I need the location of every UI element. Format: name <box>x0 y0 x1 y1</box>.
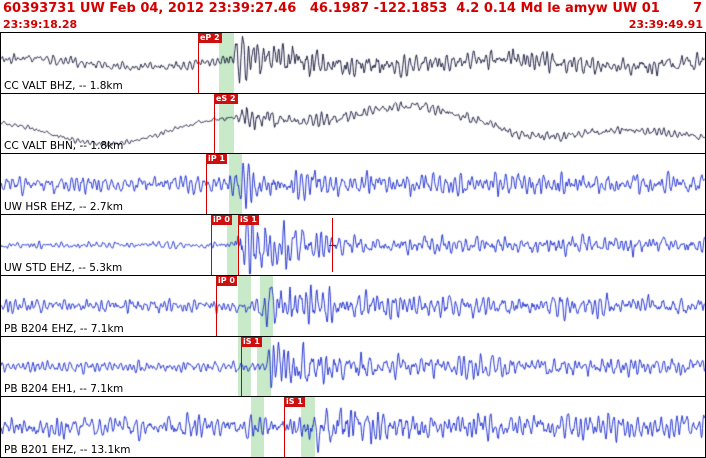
pick-flag[interactable]: iP 1 <box>206 154 227 165</box>
pick-time-line <box>241 336 242 397</box>
station-label: CC VALT BHN, -- 1.8km <box>4 140 124 153</box>
station-label: CC VALT BHZ, -- 1.8km <box>4 79 123 92</box>
trace-panel-7[interactable]: PB B201 EHZ, -- 13.1km iS 1 <box>0 397 706 458</box>
trace-panel-1[interactable]: CC VALT BHZ, -- 1.8km eP 2 <box>0 32 706 94</box>
pick-flag[interactable]: eP 2 <box>198 33 222 43</box>
trace-panel-4[interactable]: UW STD EHZ, -- 5.3km iP 0 iS 1 <box>0 215 706 276</box>
station-label: PB B201 EHZ, -- 13.1km <box>4 444 131 457</box>
pick-flag[interactable]: iS 1 <box>284 397 305 408</box>
waveform-canvas[interactable] <box>1 336 705 397</box>
pick-time-line <box>211 215 212 275</box>
pick-flag[interactable]: iP 0 <box>211 215 232 226</box>
pick-time-line <box>238 215 239 275</box>
station-label: PB B204 EH1, -- 7.1km <box>4 383 124 396</box>
coda-duration-marker[interactable] <box>329 218 336 272</box>
pick-time-line <box>216 275 217 336</box>
trace-panel-3[interactable]: UW HSR EHZ, -- 2.7km iP 1 <box>0 154 706 216</box>
station-label: UW STD EHZ, -- 5.3km <box>4 261 123 274</box>
pick-time-line <box>214 93 215 154</box>
pick-flag[interactable]: iP 0 <box>216 275 237 286</box>
waveform-canvas[interactable] <box>1 275 705 336</box>
pick-time-line <box>198 33 199 93</box>
window-end-time: 23:39:49.91 <box>628 18 703 31</box>
station-label: PB B204 EHZ, -- 7.1km <box>4 322 124 335</box>
coda-tick <box>329 245 336 247</box>
time-window-header: 23:39:18.28 23:39:49.91 <box>0 18 706 33</box>
station-label: UW HSR EHZ, -- 2.7km <box>4 201 123 214</box>
trace-list: CC VALT BHZ, -- 1.8km eP 2 CC VALT BHN, … <box>0 32 706 458</box>
event-summary-text: 60393731 UW Feb 04, 2012 23:39:27.46 46.… <box>3 1 660 16</box>
waveform-canvas[interactable] <box>1 154 705 215</box>
pick-flag[interactable]: iS 1 <box>238 215 259 226</box>
trace-panel-6[interactable]: PB B204 EH1, -- 7.1km iS 1 <box>0 336 706 398</box>
pick-time-line <box>284 397 285 458</box>
pick-flag[interactable]: iS 1 <box>241 336 262 347</box>
waveform-canvas[interactable] <box>1 397 705 458</box>
pick-time-line <box>206 154 207 215</box>
waveform-canvas[interactable] <box>1 33 705 93</box>
waveform-canvas[interactable] <box>1 93 705 154</box>
window-start-time: 23:39:18.28 <box>3 18 78 31</box>
waveform-canvas[interactable] <box>1 215 705 275</box>
trace-panel-2[interactable]: CC VALT BHN, -- 1.8km eS 2 <box>0 93 706 155</box>
pick-flag[interactable]: eS 2 <box>214 93 238 104</box>
trace-panel-5[interactable]: PB B204 EHZ, -- 7.1km iP 0 <box>0 275 706 337</box>
page-indicator: 7 <box>692 1 702 16</box>
event-header: 60393731 UW Feb 04, 2012 23:39:27.46 46.… <box>0 0 706 18</box>
